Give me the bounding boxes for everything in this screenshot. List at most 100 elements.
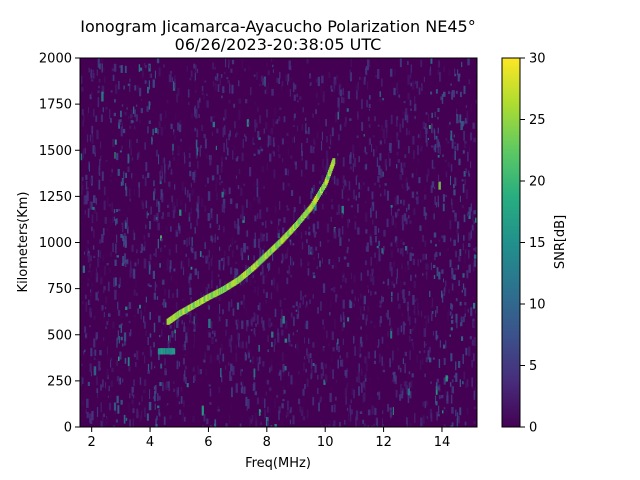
- noise-cell: [118, 208, 121, 212]
- noise-cell: [144, 407, 146, 417]
- noise-cell: [439, 252, 441, 256]
- noise-cell: [430, 91, 433, 95]
- noise-cell: [439, 144, 441, 155]
- noise-cell: [171, 330, 174, 338]
- noise-cell: [256, 213, 259, 219]
- noise-cell: [245, 136, 247, 142]
- noise-cell: [243, 183, 246, 186]
- noise-cell: [367, 425, 370, 427]
- noise-cell: [374, 212, 376, 215]
- noise-cell: [397, 365, 400, 370]
- noise-cell: [365, 362, 368, 372]
- noise-cell: [370, 240, 373, 246]
- noise-cell: [159, 113, 162, 121]
- noise-cell: [260, 232, 263, 242]
- noise-cell: [470, 307, 473, 317]
- noise-cell: [394, 236, 398, 243]
- noise-cell: [290, 155, 293, 159]
- noise-cell: [448, 69, 451, 76]
- noise-cell: [266, 62, 268, 68]
- noise-cell: [90, 201, 93, 210]
- noise-cell: [240, 247, 243, 257]
- noise-cell: [175, 108, 177, 112]
- noise-cell: [97, 257, 100, 268]
- noise-cell: [310, 76, 312, 79]
- noise-cell: [289, 239, 292, 242]
- noise-cell: [409, 350, 411, 360]
- noise-cell: [302, 246, 305, 250]
- noise-cell: [401, 313, 404, 317]
- noise-cell: [199, 369, 202, 375]
- noise-cell: [96, 358, 100, 367]
- noise-cell: [99, 63, 101, 70]
- noise-cell: [261, 317, 263, 324]
- noise-cell: [190, 297, 192, 307]
- noise-cell: [408, 335, 411, 342]
- noise-cell: [105, 296, 108, 304]
- noise-cell: [212, 81, 215, 87]
- noise-cell: [450, 83, 452, 86]
- noise-cell: [249, 167, 252, 177]
- noise-cell: [126, 217, 128, 227]
- noise-cell: [291, 378, 294, 387]
- noise-cell: [421, 198, 424, 205]
- noise-cell: [162, 212, 164, 216]
- noise-cell: [353, 389, 355, 399]
- noise-cell: [301, 151, 303, 157]
- noise-cell: [451, 203, 454, 210]
- noise-cell: [169, 334, 171, 343]
- noise-cell: [219, 182, 221, 186]
- noise-cell: [165, 225, 168, 234]
- noise-cell: [188, 238, 190, 246]
- noise-cell: [363, 423, 367, 427]
- noise-cell: [423, 341, 426, 348]
- noise-cell: [397, 248, 399, 253]
- noise-cell: [245, 341, 248, 349]
- noise-cell: [276, 282, 279, 293]
- noise-cell: [229, 83, 231, 94]
- noise-cell: [433, 145, 436, 151]
- noise-cell: [82, 120, 84, 127]
- noise-cell: [243, 298, 245, 309]
- noise-cell: [218, 386, 221, 393]
- noise-cell: [368, 137, 370, 146]
- noise-cell: [244, 134, 246, 137]
- noise-cell: [180, 138, 182, 142]
- noise-cell: [165, 403, 167, 407]
- noise-cell: [403, 323, 406, 326]
- noise-cell: [453, 189, 456, 196]
- noise-cell: [330, 288, 334, 291]
- noise-cell: [247, 399, 250, 409]
- noise-cell: [158, 409, 160, 416]
- noise-cell: [378, 165, 381, 176]
- noise-cell: [282, 227, 285, 234]
- noise-cell: [256, 122, 258, 129]
- noise-cell: [406, 419, 408, 427]
- noise-cell: [265, 97, 267, 103]
- noise-cell: [372, 219, 374, 225]
- noise-cell: [129, 78, 131, 82]
- noise-cell: [224, 189, 227, 196]
- noise-cell: [291, 315, 294, 320]
- noise-cell: [296, 329, 298, 333]
- noise-cell: [206, 153, 208, 160]
- noise-cell: [435, 386, 438, 395]
- noise-cell: [341, 323, 344, 332]
- noise-cell: [333, 420, 336, 427]
- noise-cell: [193, 366, 195, 372]
- noise-cell: [300, 232, 303, 240]
- noise-cell: [281, 138, 284, 145]
- noise-cell: [173, 156, 175, 161]
- noise-cell: [267, 135, 270, 145]
- noise-cell: [158, 395, 161, 401]
- noise-cell: [173, 130, 175, 135]
- noise-cell: [306, 59, 309, 64]
- noise-cell: [381, 78, 383, 87]
- noise-cell: [96, 212, 98, 222]
- noise-cell: [404, 351, 407, 356]
- noise-cell: [241, 152, 244, 162]
- noise-cell: [188, 146, 192, 151]
- noise-cell: [342, 234, 345, 241]
- noise-cell: [223, 203, 225, 214]
- noise-cell: [382, 246, 385, 251]
